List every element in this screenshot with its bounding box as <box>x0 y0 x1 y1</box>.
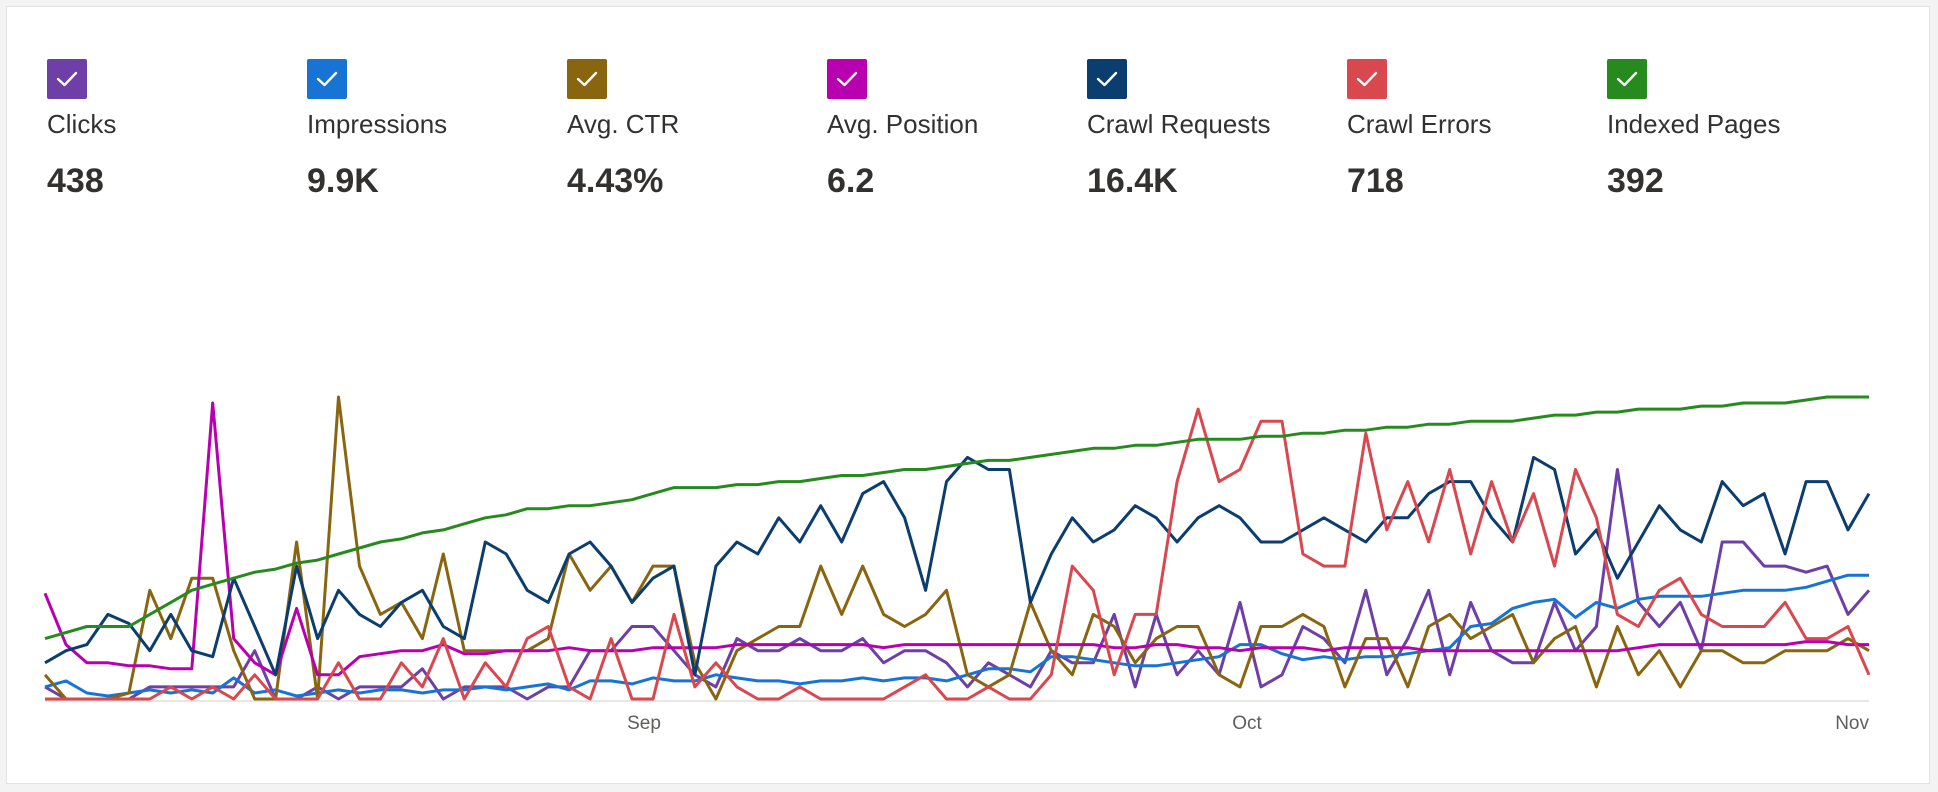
performance-line-chart: Sep Oct Nov <box>43 395 1871 734</box>
x-tick-label: Oct <box>1232 713 1262 734</box>
metric-label: Clicks <box>47 109 117 139</box>
series-line-avg-ctr[interactable] <box>43 395 1870 701</box>
checkmark-icon <box>316 71 338 87</box>
metric-label: Crawl Requests <box>1087 109 1271 139</box>
series-line-avg-position[interactable] <box>43 401 1869 677</box>
checkmark-icon <box>56 71 78 87</box>
checkmark-icon <box>836 71 858 87</box>
metric-label: Indexed Pages <box>1607 109 1781 139</box>
metric-value: 4.43% <box>567 162 664 200</box>
metric-tile-crawl-errors[interactable]: Crawl Errors 718 <box>1347 59 1587 201</box>
performance-card: Clicks 438 Impressions 9.9K Avg. CTR 4.43% Avg… <box>6 6 1930 784</box>
metric-value: 16.4K <box>1087 162 1178 200</box>
metric-tile-avg-position[interactable]: Avg. Position 6.2 <box>827 59 1067 201</box>
metric-checkbox[interactable] <box>307 59 347 99</box>
metric-tile-avg-ctr[interactable]: Avg. CTR 4.43% <box>567 59 807 201</box>
metric-label: Impressions <box>307 109 448 139</box>
metric-checkbox[interactable] <box>1607 59 1647 99</box>
metric-tile-crawl-requests[interactable]: Crawl Requests 16.4K <box>1087 59 1327 201</box>
series-line-indexed-pages[interactable] <box>44 395 1869 641</box>
series-line-crawl-errors[interactable] <box>45 407 1871 701</box>
metric-checkbox[interactable] <box>47 59 87 99</box>
metric-label: Crawl Errors <box>1347 109 1492 139</box>
series-line-impressions[interactable] <box>44 573 1869 698</box>
metric-tile-clicks[interactable]: Clicks 438 <box>47 59 287 201</box>
metric-value: 9.9K <box>307 162 379 200</box>
metric-tile-indexed-pages[interactable]: Indexed Pages 392 <box>1607 59 1847 201</box>
metric-checkbox[interactable] <box>567 59 607 99</box>
metric-label: Avg. CTR <box>567 109 680 139</box>
checkmark-icon <box>1616 71 1638 87</box>
metric-label: Avg. Position <box>827 109 979 139</box>
checkmark-icon <box>1356 71 1378 87</box>
checkmark-icon <box>1096 71 1118 87</box>
metric-value: 438 <box>47 162 104 200</box>
metric-tile-impressions[interactable]: Impressions 9.9K <box>307 59 547 201</box>
x-tick-label: Nov <box>1835 713 1869 734</box>
metric-value: 6.2 <box>827 162 875 200</box>
metric-value: 392 <box>1607 162 1664 200</box>
checkmark-icon <box>576 71 598 87</box>
metric-checkbox[interactable] <box>1347 59 1387 99</box>
x-tick-label: Sep <box>627 713 661 734</box>
metric-checkbox[interactable] <box>1087 59 1127 99</box>
metric-value: 718 <box>1347 162 1404 200</box>
metric-checkbox[interactable] <box>827 59 867 99</box>
series-line-crawl-requests[interactable] <box>44 455 1871 677</box>
